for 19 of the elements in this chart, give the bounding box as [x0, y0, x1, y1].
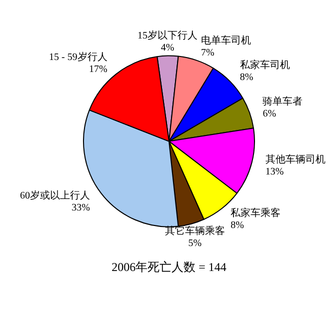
- slice-label: 电单车司机: [200, 34, 251, 47]
- slice-label: 15 - 59岁行人: [48, 50, 108, 63]
- data-label: 13%: [265, 166, 284, 178]
- slice-label: 其他车辆司机: [265, 153, 326, 166]
- slice-label: 其它车辆乘客: [164, 224, 225, 237]
- data-label: 8%: [240, 72, 254, 84]
- slice-label: 15岁以下行人: [137, 29, 198, 42]
- slice-label: 私家车司机: [240, 59, 290, 72]
- data-label: 5%: [188, 238, 202, 249]
- data-label: 17%: [88, 64, 108, 75]
- data-label: 6%: [262, 108, 276, 120]
- data-label: 33%: [72, 202, 90, 214]
- data-label: 4%: [160, 42, 174, 54]
- slice-label: 骑单车者: [262, 96, 303, 108]
- text: 2006年死亡人数 = 144: [112, 260, 226, 274]
- slice-label: 60岁或以上行人: [20, 189, 90, 202]
- data-label: 8%: [230, 220, 244, 232]
- slice-label: 私家车乘客: [230, 207, 281, 220]
- data-label: 7%: [200, 48, 214, 59]
